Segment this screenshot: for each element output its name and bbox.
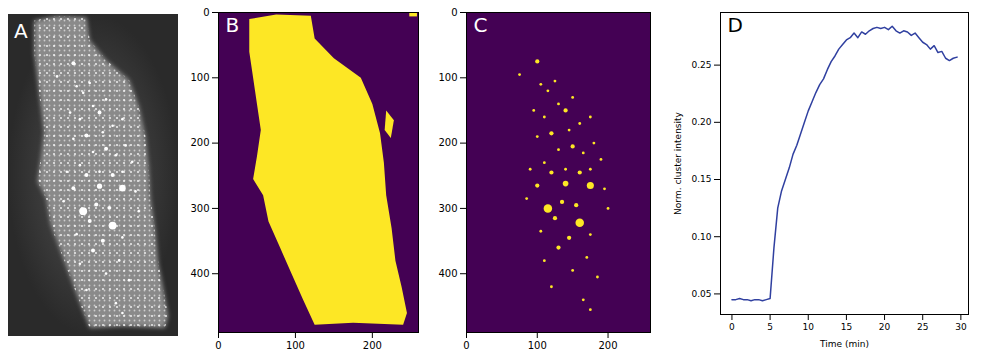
svg-text:A: A xyxy=(14,19,28,43)
svg-text:400: 400 xyxy=(438,268,457,279)
svg-text:0.10: 0.10 xyxy=(691,232,711,242)
svg-text:0: 0 xyxy=(451,7,457,18)
svg-text:D: D xyxy=(728,13,743,37)
svg-text:0.25: 0.25 xyxy=(691,60,711,70)
svg-text:15: 15 xyxy=(841,322,852,332)
svg-text:0: 0 xyxy=(215,340,221,351)
svg-text:0: 0 xyxy=(463,340,469,351)
svg-text:20: 20 xyxy=(879,322,891,332)
svg-text:100: 100 xyxy=(286,340,305,351)
svg-text:300: 300 xyxy=(438,203,457,214)
svg-text:Norm. cluster intensity: Norm. cluster intensity xyxy=(673,111,683,214)
svg-text:B: B xyxy=(226,13,240,37)
svg-text:100: 100 xyxy=(528,340,547,351)
svg-text:400: 400 xyxy=(190,268,209,279)
svg-text:25: 25 xyxy=(917,322,928,332)
svg-text:0: 0 xyxy=(203,7,209,18)
svg-text:5: 5 xyxy=(767,322,773,332)
svg-text:10: 10 xyxy=(803,322,815,332)
svg-text:200: 200 xyxy=(598,340,617,351)
svg-text:200: 200 xyxy=(363,340,382,351)
svg-text:0.05: 0.05 xyxy=(691,289,711,299)
svg-text:200: 200 xyxy=(438,137,457,148)
svg-text:200: 200 xyxy=(190,137,209,148)
svg-text:0.20: 0.20 xyxy=(691,117,711,127)
svg-text:Time (min): Time (min) xyxy=(819,339,869,349)
svg-text:300: 300 xyxy=(190,203,209,214)
svg-text:C: C xyxy=(474,13,488,37)
svg-text:100: 100 xyxy=(438,72,457,83)
svg-text:100: 100 xyxy=(190,72,209,83)
svg-text:0: 0 xyxy=(729,322,735,332)
svg-text:0.15: 0.15 xyxy=(691,174,711,184)
svg-text:30: 30 xyxy=(955,322,967,332)
